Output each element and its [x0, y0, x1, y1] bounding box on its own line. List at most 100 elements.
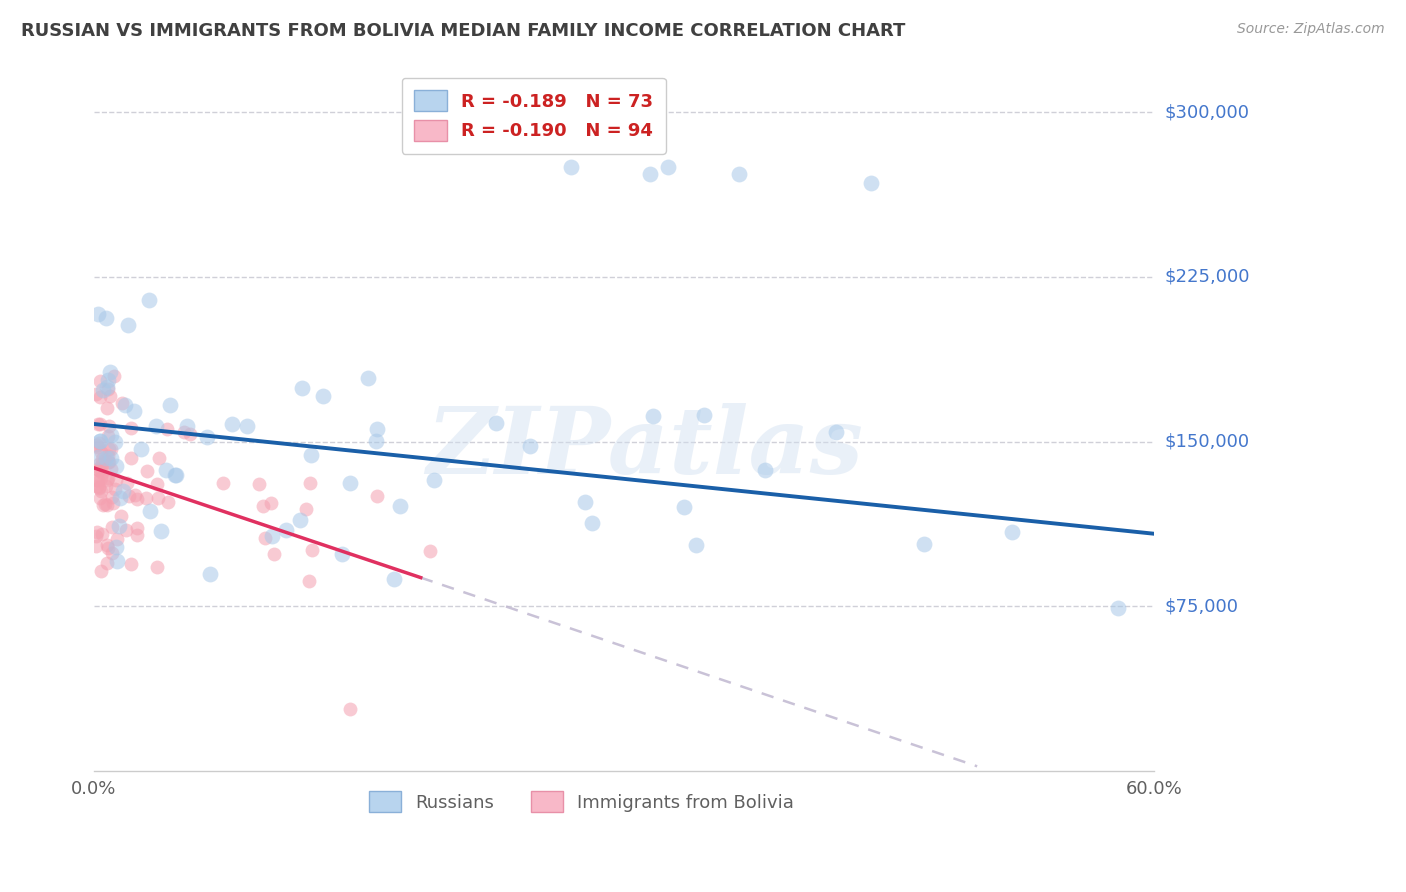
Point: [339, 702, 361, 716]
Point: [89, 391, 111, 405]
Point: [156, 422, 179, 436]
Point: [519, 439, 541, 453]
Point: [111, 396, 134, 410]
Text: $150,000: $150,000: [1166, 433, 1250, 450]
Point: [657, 161, 679, 175]
Point: [291, 381, 314, 395]
Point: [90, 564, 112, 578]
Point: [86, 437, 108, 451]
Point: [108, 518, 131, 533]
Point: [560, 161, 582, 175]
Text: RUSSIAN VS IMMIGRANTS FROM BOLIVIA MEDIAN FAMILY INCOME CORRELATION CHART: RUSSIAN VS IMMIGRANTS FROM BOLIVIA MEDIA…: [21, 22, 905, 40]
Point: [97, 429, 120, 443]
Point: [125, 521, 148, 535]
Point: [860, 176, 883, 190]
Point: [89, 481, 111, 495]
Point: [382, 572, 405, 586]
Point: [91, 451, 114, 466]
Point: [96, 401, 118, 415]
Point: [96, 380, 118, 394]
Point: [138, 293, 160, 307]
Point: [247, 476, 270, 491]
Point: [146, 477, 169, 491]
Point: [115, 524, 138, 538]
Point: [98, 365, 121, 379]
Point: [100, 451, 122, 466]
Point: [693, 408, 716, 422]
Point: [135, 491, 157, 505]
Point: [87, 461, 110, 475]
Text: ZIPatlas: ZIPatlas: [426, 402, 863, 492]
Point: [299, 448, 322, 462]
Point: [110, 508, 132, 523]
Point: [274, 523, 297, 537]
Point: [157, 495, 180, 509]
Point: [259, 496, 281, 510]
Point: [312, 389, 335, 403]
Point: [120, 421, 142, 435]
Point: [357, 371, 380, 385]
Point: [105, 541, 128, 555]
Point: [235, 419, 257, 434]
Point: [96, 538, 118, 552]
Point: [90, 471, 112, 485]
Point: [89, 463, 111, 477]
Point: [103, 368, 125, 383]
Point: [419, 544, 441, 558]
Point: [581, 516, 603, 530]
Point: [120, 557, 142, 571]
Point: [159, 399, 181, 413]
Point: [87, 473, 110, 487]
Point: [485, 416, 508, 430]
Point: [97, 449, 120, 463]
Point: [97, 471, 120, 485]
Point: [90, 483, 112, 498]
Point: [100, 442, 122, 456]
Point: [125, 491, 148, 506]
Point: [366, 422, 388, 436]
Point: [86, 479, 108, 493]
Point: [91, 527, 114, 541]
Point: [98, 389, 121, 403]
Point: [108, 491, 131, 505]
Point: [89, 374, 111, 388]
Point: [91, 383, 114, 397]
Point: [129, 442, 152, 457]
Point: [173, 425, 195, 439]
Point: [179, 427, 201, 442]
Point: [100, 428, 122, 442]
Text: $225,000: $225,000: [1166, 268, 1250, 286]
Point: [332, 547, 354, 561]
Point: [86, 417, 108, 432]
Legend: Russians, Immigrants from Bolivia: Russians, Immigrants from Bolivia: [356, 779, 807, 825]
Point: [145, 418, 167, 433]
Point: [89, 434, 111, 448]
Point: [98, 455, 121, 469]
Point: [100, 546, 122, 560]
Point: [97, 373, 120, 387]
Point: [298, 476, 321, 491]
Point: [94, 452, 117, 467]
Point: [118, 489, 141, 503]
Point: [212, 475, 235, 490]
Point: [89, 417, 111, 431]
Point: [89, 436, 111, 450]
Point: [253, 532, 276, 546]
Point: [87, 440, 110, 454]
Point: [84, 387, 107, 401]
Point: [97, 382, 120, 396]
Point: [94, 451, 117, 466]
Point: [641, 409, 664, 424]
Point: [754, 463, 776, 477]
Point: [101, 496, 124, 510]
Point: [574, 495, 596, 509]
Point: [290, 513, 312, 527]
Text: $75,000: $75,000: [1166, 597, 1239, 615]
Point: [423, 474, 446, 488]
Point: [155, 463, 177, 477]
Point: [148, 450, 170, 465]
Point: [105, 458, 128, 473]
Point: [127, 528, 149, 542]
Point: [1001, 525, 1024, 540]
Point: [176, 418, 198, 433]
